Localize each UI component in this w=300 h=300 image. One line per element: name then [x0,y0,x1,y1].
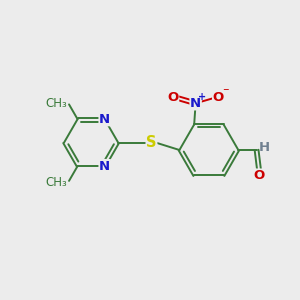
Text: O: O [213,91,224,104]
Text: N: N [99,113,110,126]
Text: O: O [167,91,178,104]
Text: CH₃: CH₃ [45,176,67,189]
Text: O: O [253,169,265,182]
Text: ⁻: ⁻ [222,85,229,99]
Text: N: N [190,97,201,110]
Text: +: + [198,92,206,102]
Text: H: H [258,141,269,154]
Text: CH₃: CH₃ [45,97,67,110]
Text: N: N [99,160,110,172]
Text: S: S [146,135,157,150]
